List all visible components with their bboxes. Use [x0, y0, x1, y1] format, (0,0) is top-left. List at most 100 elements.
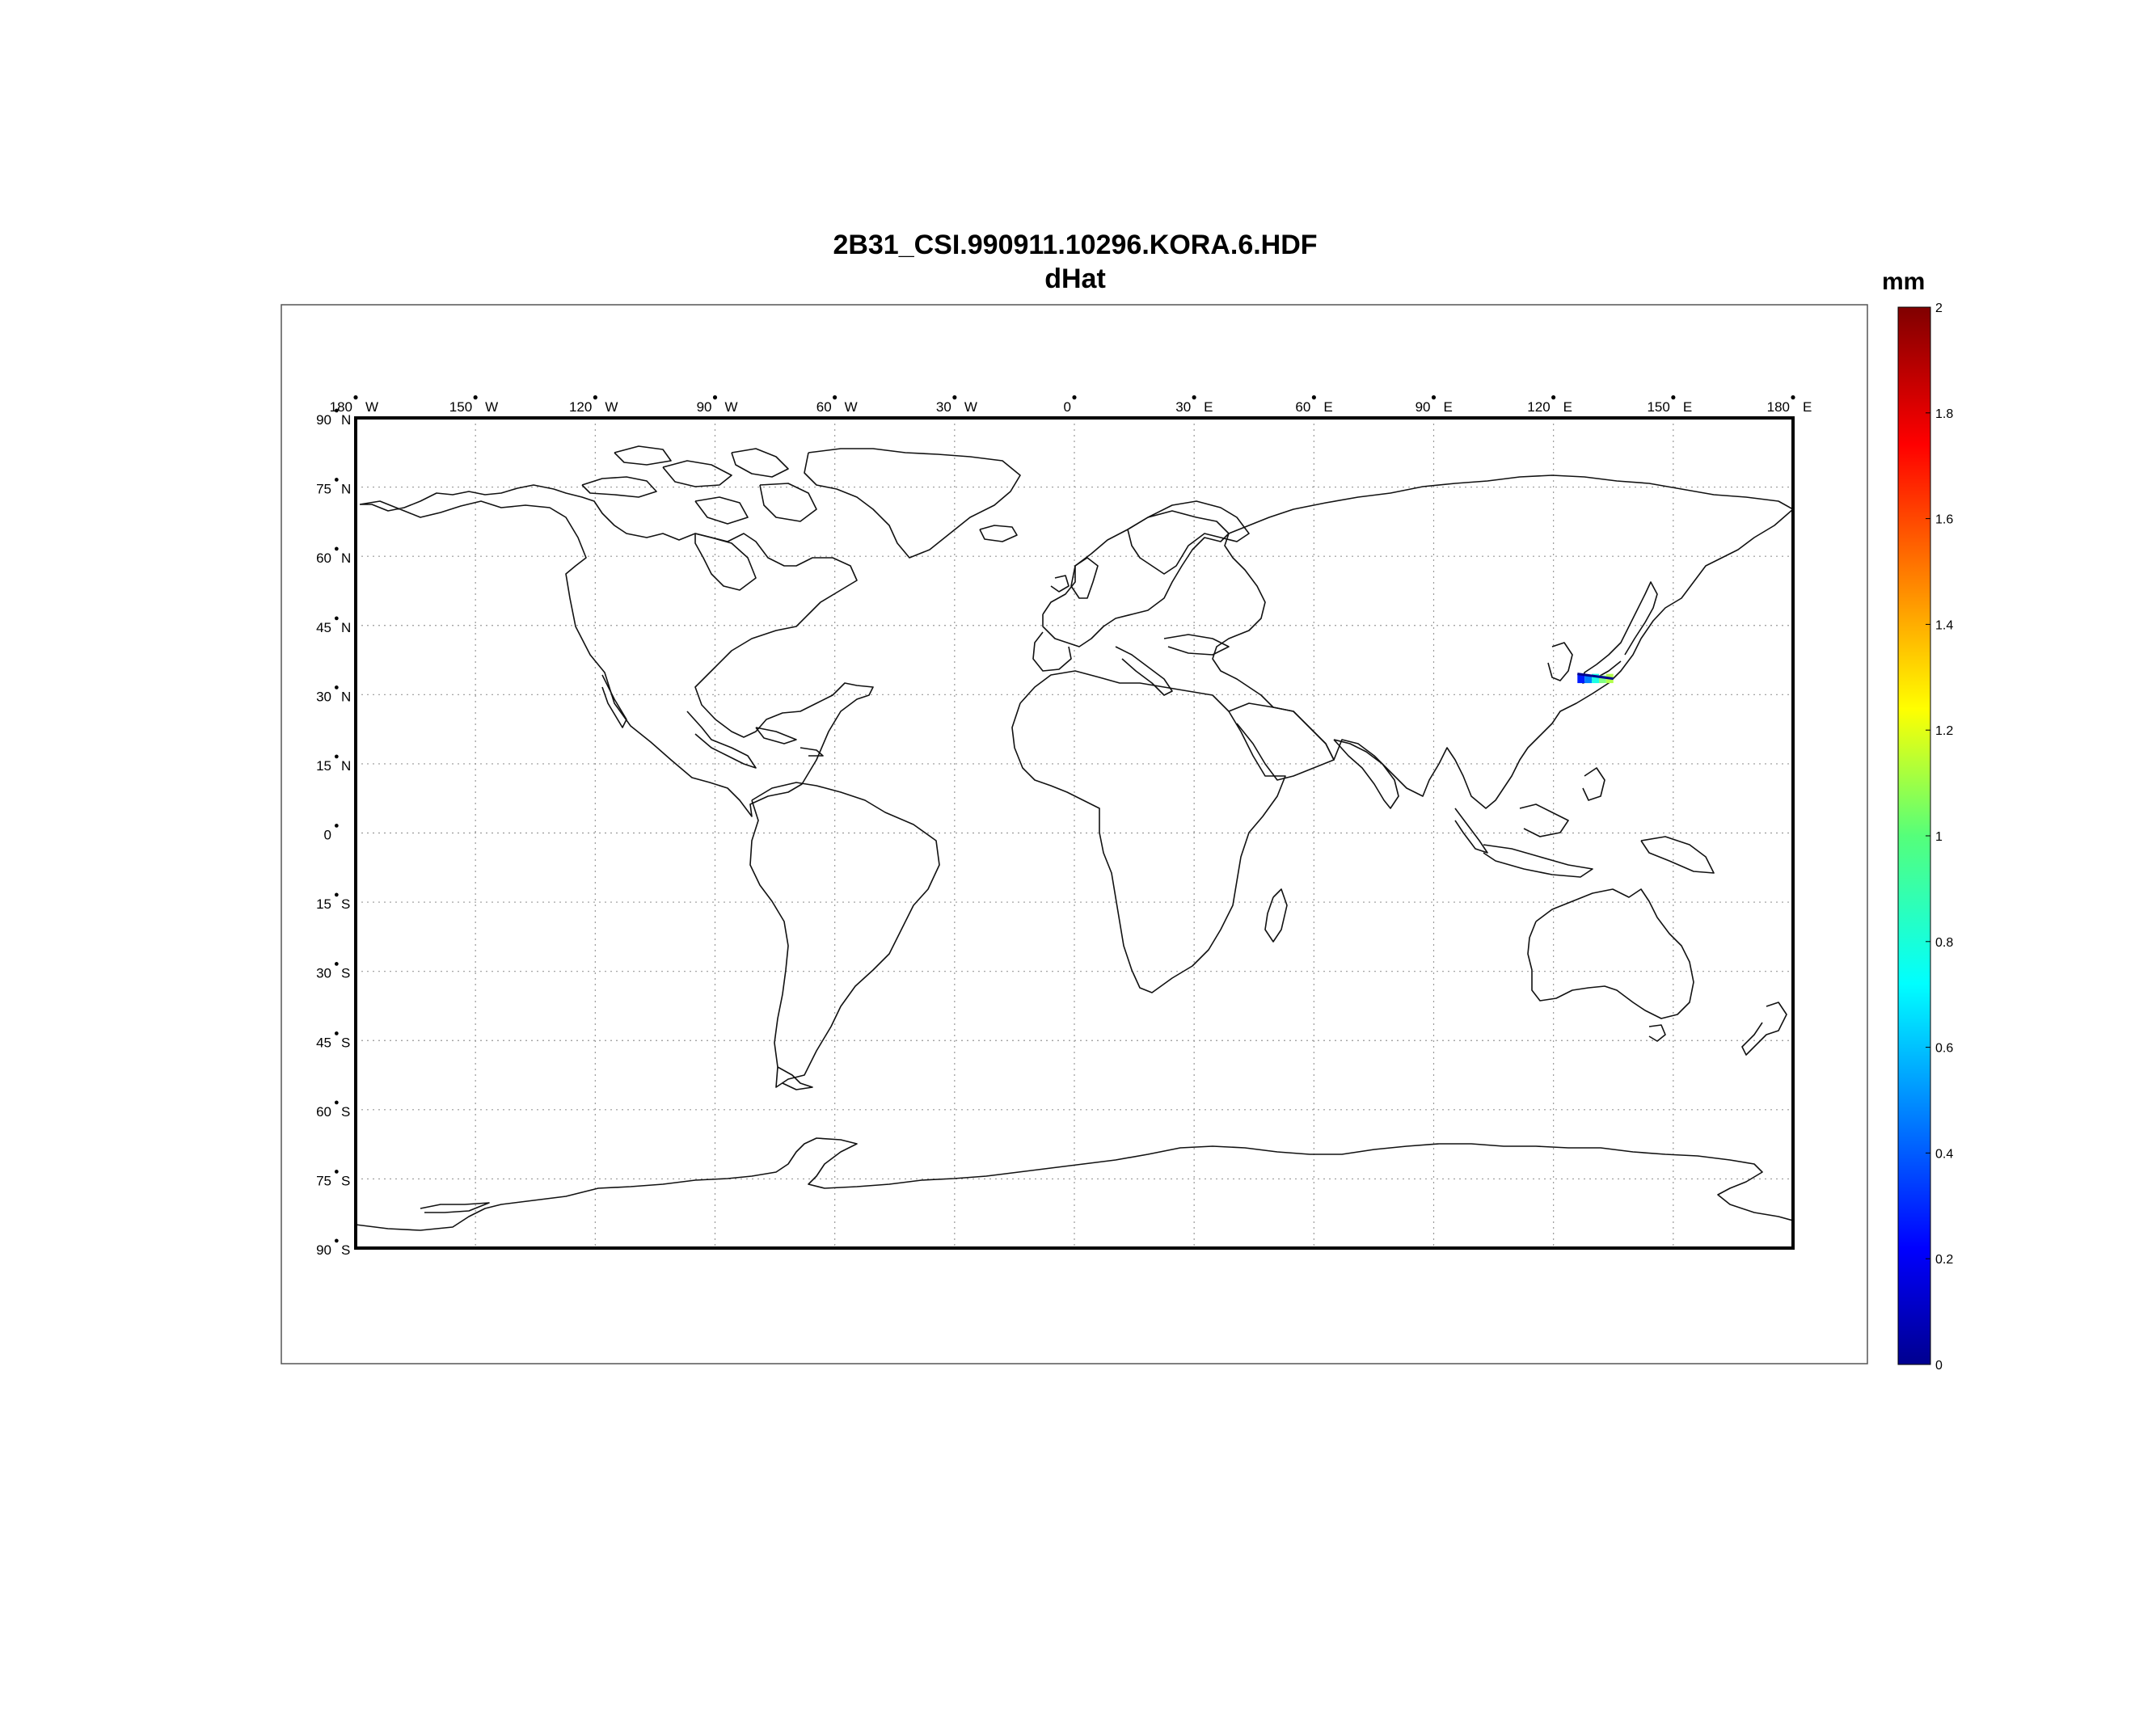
colorbar-tick-label: 1.8 — [1935, 407, 1953, 421]
figure-frame — [281, 304, 1868, 1364]
lon-hemisphere-label: W — [605, 399, 618, 415]
colorbar-tick-label: 0.2 — [1935, 1253, 1953, 1267]
map-subtitle: dHat — [1044, 264, 1106, 294]
lat-hemisphere-label: S — [341, 896, 350, 912]
degree-mark: ● — [712, 391, 718, 403]
degree-mark: ● — [1192, 391, 1197, 403]
lon-tick-label: 180 — [330, 399, 352, 415]
degree-mark: ● — [352, 391, 358, 403]
lon-tick-label: 150 — [449, 399, 472, 415]
swath-cell — [1598, 675, 1606, 684]
degree-mark: ● — [1551, 391, 1556, 403]
map-title: 2B31_CSI.990911.10296.KORA.6.HDF — [833, 230, 1318, 260]
lat-hemisphere-label: N — [341, 550, 351, 566]
lat-tick-label: 45 — [316, 620, 331, 635]
swath-cell — [1577, 673, 1585, 684]
map-frame — [354, 416, 1795, 1250]
lon-hemisphere-label: W — [964, 399, 977, 415]
degree-mark: ● — [1431, 391, 1437, 403]
lon-hemisphere-label: W — [365, 399, 378, 415]
precip-swath — [1577, 673, 1614, 684]
lon-tick-label: 90 — [1416, 399, 1431, 415]
coastlines — [356, 445, 1793, 1231]
lat-hemisphere-label: S — [341, 1242, 350, 1258]
lon-tick-label: 60 — [816, 399, 832, 415]
degree-mark: ● — [334, 821, 340, 831]
latitude-labels: 90●N75●N60●N45●N30●N15●N0●15●S30●S45●S60… — [316, 406, 351, 1258]
colorbar-tick-label: 0.4 — [1935, 1147, 1953, 1161]
degree-mark: ● — [473, 391, 479, 403]
colorbar-tick-label: 1.6 — [1935, 513, 1953, 527]
lon-hemisphere-label: E — [1204, 399, 1213, 415]
lon-hemisphere-label: E — [1803, 399, 1812, 415]
colorbar-units-label: mm — [1882, 268, 1926, 295]
lat-tick-label: 60 — [316, 550, 331, 566]
degree-mark: ● — [951, 391, 957, 403]
lat-tick-label: 15 — [316, 758, 331, 774]
degree-mark: ● — [334, 1166, 340, 1176]
degree-mark: ● — [334, 890, 340, 900]
degree-mark: ● — [1311, 391, 1317, 403]
lon-tick-label: 0 — [1064, 399, 1071, 415]
degree-mark: ● — [1790, 391, 1795, 403]
lat-tick-label: 30 — [316, 966, 331, 981]
lat-tick-label: 15 — [316, 896, 331, 912]
lon-hemisphere-label: W — [845, 399, 858, 415]
colorbar-tick-label: 0 — [1935, 1359, 1943, 1373]
degree-mark: ● — [1670, 391, 1676, 403]
lon-tick-label: 30 — [936, 399, 951, 415]
degree-mark: ● — [832, 391, 838, 403]
lon-tick-label: 150 — [1647, 399, 1669, 415]
colorbar-tick-label: 1.4 — [1935, 618, 1953, 632]
lat-hemisphere-label: S — [341, 1035, 350, 1050]
lon-tick-label: 120 — [569, 399, 592, 415]
lat-tick-label: 90 — [316, 412, 331, 428]
degree-mark: ● — [593, 391, 598, 403]
degree-mark: ● — [334, 614, 340, 623]
colorbar-tick-label: 0.6 — [1935, 1042, 1953, 1056]
colorbar — [1897, 306, 1931, 1365]
degree-mark: ● — [334, 406, 340, 415]
degree-mark: ● — [1071, 391, 1077, 403]
lat-hemisphere-label: N — [341, 412, 351, 428]
lat-tick-label: 75 — [316, 482, 331, 497]
lon-hemisphere-label: E — [1444, 399, 1453, 415]
lat-hemisphere-label: S — [341, 1173, 350, 1188]
lat-tick-label: 30 — [316, 689, 331, 704]
lon-hemisphere-label: E — [1683, 399, 1692, 415]
lat-hemisphere-label: S — [341, 966, 350, 981]
graticule — [356, 418, 1793, 1248]
lon-tick-label: 30 — [1175, 399, 1191, 415]
colorbar-tick-label: 0.8 — [1935, 936, 1953, 950]
degree-mark: ● — [334, 960, 340, 969]
lon-tick-label: 120 — [1527, 399, 1550, 415]
lon-hemisphere-label: E — [1563, 399, 1572, 415]
lon-hemisphere-label: E — [1323, 399, 1332, 415]
colorbar-ticks: 2 1.8 1.6 1.4 1.2 1 0.8 0.6 0.4 0.2 0 — [1926, 302, 1953, 1373]
colorbar-tick-label: 1.2 — [1935, 724, 1953, 738]
lon-tick-label: 180 — [1767, 399, 1790, 415]
lon-tick-label: 90 — [697, 399, 712, 415]
lon-hemisphere-label: W — [485, 399, 498, 415]
degree-mark: ● — [334, 1236, 340, 1246]
degree-mark: ● — [334, 544, 340, 554]
degree-mark: ● — [334, 682, 340, 692]
lat-tick-label: 45 — [316, 1035, 331, 1050]
lat-tick-label: 90 — [316, 1242, 331, 1258]
degree-mark: ● — [334, 475, 340, 485]
lat-hemisphere-label: N — [341, 689, 351, 704]
lat-hemisphere-label: N — [341, 482, 351, 497]
lat-hemisphere-label: N — [341, 620, 351, 635]
swath-cell — [1592, 673, 1599, 684]
lon-tick-label: 60 — [1295, 399, 1310, 415]
lat-hemisphere-label: N — [341, 758, 351, 774]
colorbar-tick-label: 2 — [1935, 302, 1943, 315]
swath-cell — [1584, 675, 1593, 684]
degree-mark: ● — [334, 1028, 340, 1038]
lon-hemisphere-label: W — [725, 399, 738, 415]
lat-tick-label: 0 — [324, 828, 331, 843]
longitude-labels: 180●W 150●W 120●W 90●W 60●W 30●W 0●30●E 60●E 90●… — [330, 391, 1812, 415]
lat-hemisphere-label: S — [341, 1104, 350, 1120]
degree-mark: ● — [334, 752, 340, 761]
